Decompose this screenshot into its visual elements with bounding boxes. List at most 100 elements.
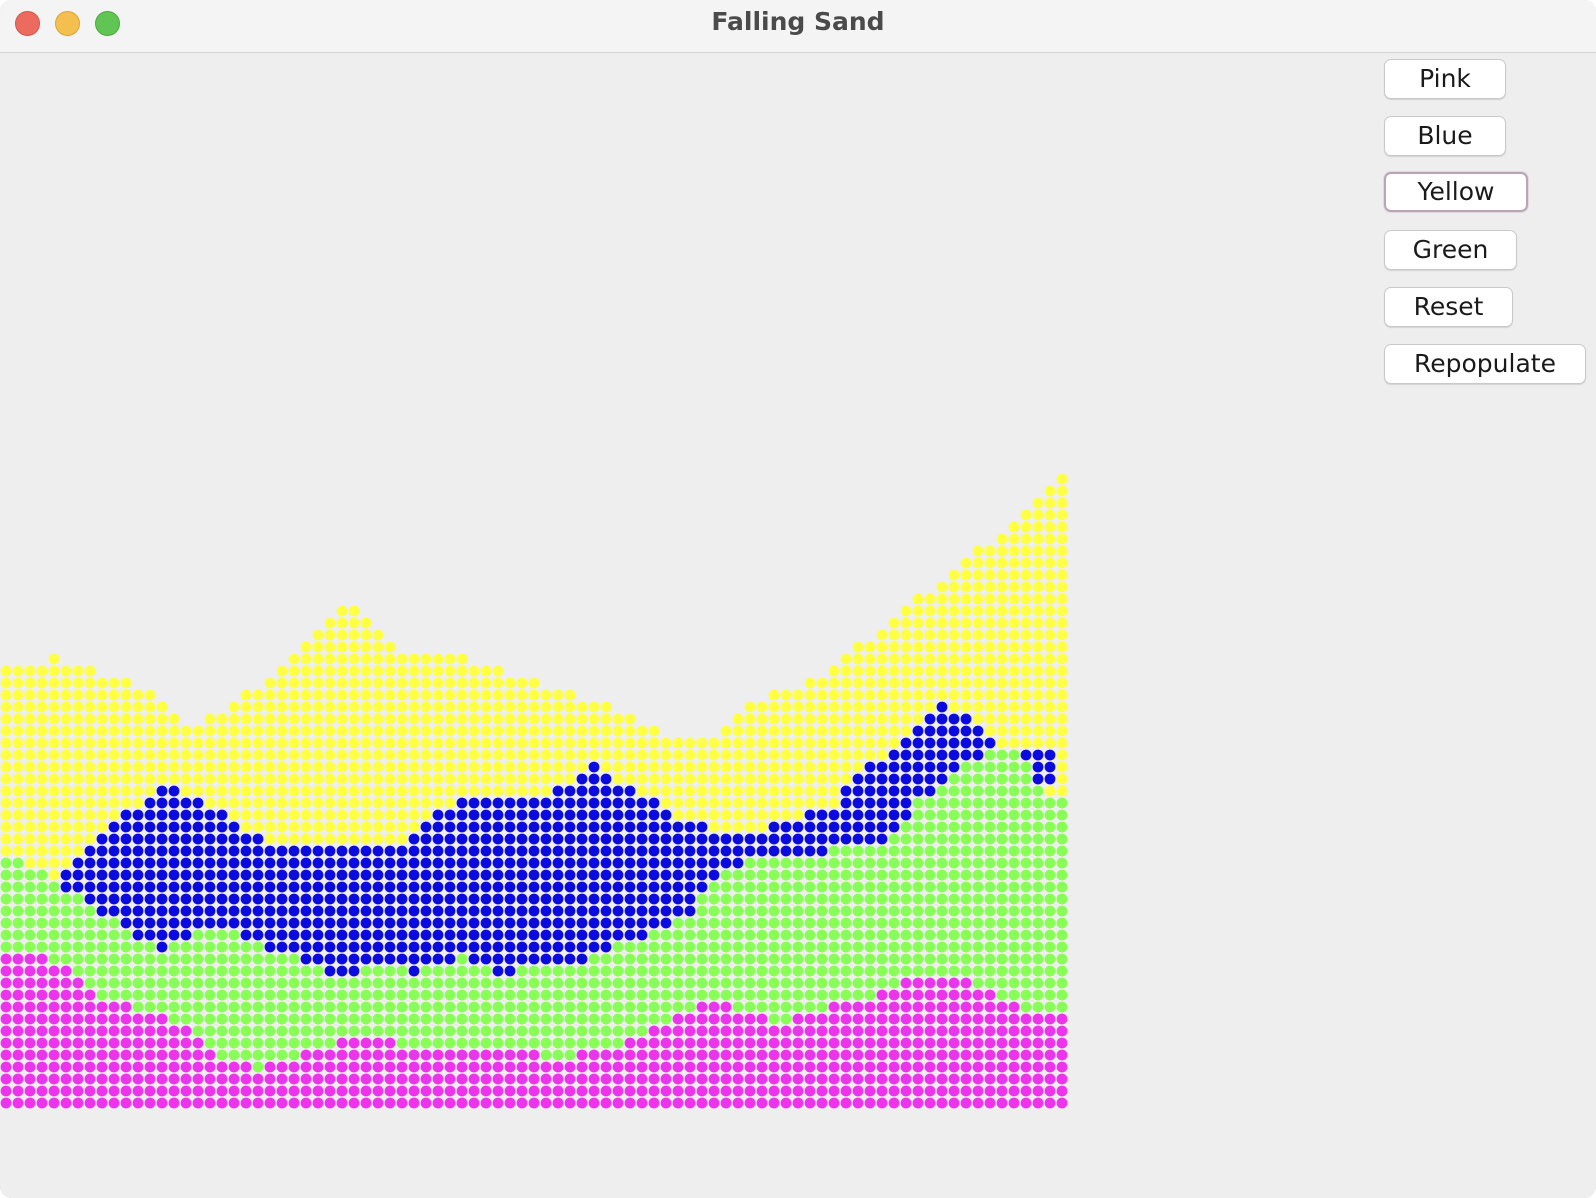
sand-grain bbox=[96, 1025, 108, 1037]
sand-grain bbox=[564, 893, 576, 905]
sand-grain bbox=[168, 965, 180, 977]
sand-grain bbox=[36, 1085, 48, 1097]
close-window-button[interactable] bbox=[15, 11, 40, 36]
sand-grain bbox=[540, 989, 552, 1001]
sand-grain bbox=[660, 977, 672, 989]
sand-grain bbox=[12, 761, 24, 773]
sand-grain bbox=[456, 989, 468, 1001]
sand-grain bbox=[528, 953, 540, 965]
sand-grain bbox=[864, 905, 876, 917]
sand-grain bbox=[624, 929, 636, 941]
sand-grain bbox=[144, 893, 156, 905]
sand-grain bbox=[84, 881, 96, 893]
sand-grain bbox=[108, 1049, 120, 1061]
sand-grain bbox=[984, 821, 996, 833]
sand-grain bbox=[828, 1013, 840, 1025]
sand-grain bbox=[672, 809, 684, 821]
sand-grain bbox=[948, 1037, 960, 1049]
sand-grain bbox=[156, 1013, 168, 1025]
sand-grain bbox=[768, 857, 780, 869]
sand-grain bbox=[156, 821, 168, 833]
sand-grain bbox=[204, 869, 216, 881]
maximize-window-button[interactable] bbox=[95, 11, 120, 36]
sand-grain bbox=[696, 737, 708, 749]
repopulate-button[interactable]: Repopulate bbox=[1384, 344, 1586, 384]
sand-grain bbox=[300, 857, 312, 869]
sand-grain bbox=[960, 701, 972, 713]
sand-grain bbox=[276, 797, 288, 809]
sand-grain bbox=[1020, 1001, 1032, 1013]
sand-grain bbox=[504, 1025, 516, 1037]
sand-grain bbox=[576, 1013, 588, 1025]
sand-grain bbox=[48, 941, 60, 953]
sand-grain bbox=[1032, 833, 1044, 845]
sand-grain bbox=[324, 701, 336, 713]
sand-grain bbox=[708, 809, 720, 821]
sand-grain bbox=[48, 1085, 60, 1097]
sand-grain bbox=[924, 1037, 936, 1049]
sand-grain bbox=[612, 1097, 624, 1109]
sand-grain bbox=[552, 869, 564, 881]
sand-grain bbox=[996, 833, 1008, 845]
sand-grain bbox=[276, 809, 288, 821]
sand-grain bbox=[864, 1037, 876, 1049]
minimize-window-button[interactable] bbox=[55, 11, 80, 36]
sand-grain bbox=[144, 1037, 156, 1049]
sand-grain bbox=[444, 845, 456, 857]
sand-grain bbox=[132, 1097, 144, 1109]
sand-grain bbox=[888, 1085, 900, 1097]
sand-grain bbox=[48, 689, 60, 701]
blue-button[interactable]: Blue bbox=[1384, 116, 1506, 156]
sand-grain bbox=[312, 977, 324, 989]
sand-grain bbox=[216, 761, 228, 773]
title-bar[interactable]: Falling Sand bbox=[0, 0, 1596, 53]
sand-grain bbox=[240, 989, 252, 1001]
sand-grain bbox=[384, 761, 396, 773]
sand-grain bbox=[108, 1073, 120, 1085]
reset-button[interactable]: Reset bbox=[1384, 287, 1513, 327]
sand-grain bbox=[756, 1001, 768, 1013]
sand-grain bbox=[732, 941, 744, 953]
sand-grain bbox=[792, 773, 804, 785]
sand-grain bbox=[348, 929, 360, 941]
pink-button[interactable]: Pink bbox=[1384, 59, 1506, 99]
sand-grain bbox=[588, 1085, 600, 1097]
sand-grain bbox=[972, 749, 984, 761]
sand-canvas[interactable] bbox=[0, 53, 1090, 1133]
sand-grain bbox=[492, 1025, 504, 1037]
sand-grain bbox=[252, 929, 264, 941]
sand-grain bbox=[180, 1037, 192, 1049]
sand-grain bbox=[420, 1049, 432, 1061]
sand-grain bbox=[792, 1085, 804, 1097]
sand-grain bbox=[780, 1049, 792, 1061]
sand-grain bbox=[804, 761, 816, 773]
sand-grain bbox=[324, 641, 336, 653]
sand-grain bbox=[420, 737, 432, 749]
sand-grain bbox=[384, 677, 396, 689]
sand-grain bbox=[564, 713, 576, 725]
sand-grain bbox=[708, 785, 720, 797]
sand-grain bbox=[360, 929, 372, 941]
sand-grain bbox=[420, 701, 432, 713]
sand-grain bbox=[864, 977, 876, 989]
sand-grain bbox=[48, 1061, 60, 1073]
sand-grain bbox=[600, 725, 612, 737]
sand-grain bbox=[1032, 593, 1044, 605]
sand-grain bbox=[1008, 629, 1020, 641]
sand-grain bbox=[252, 761, 264, 773]
sand-grain bbox=[0, 665, 12, 677]
sand-grain bbox=[12, 977, 24, 989]
sand-grain bbox=[1008, 725, 1020, 737]
sand-grain bbox=[264, 725, 276, 737]
sand-grain bbox=[396, 917, 408, 929]
sand-grain bbox=[960, 749, 972, 761]
sand-grain bbox=[804, 917, 816, 929]
sand-grain bbox=[888, 977, 900, 989]
green-button[interactable]: Green bbox=[1384, 230, 1517, 270]
sand-grain bbox=[252, 1085, 264, 1097]
sand-grain bbox=[852, 713, 864, 725]
sand-grain bbox=[984, 689, 996, 701]
sand-grain bbox=[372, 869, 384, 881]
sand-grain bbox=[540, 941, 552, 953]
yellow-button[interactable]: Yellow bbox=[1384, 172, 1528, 212]
